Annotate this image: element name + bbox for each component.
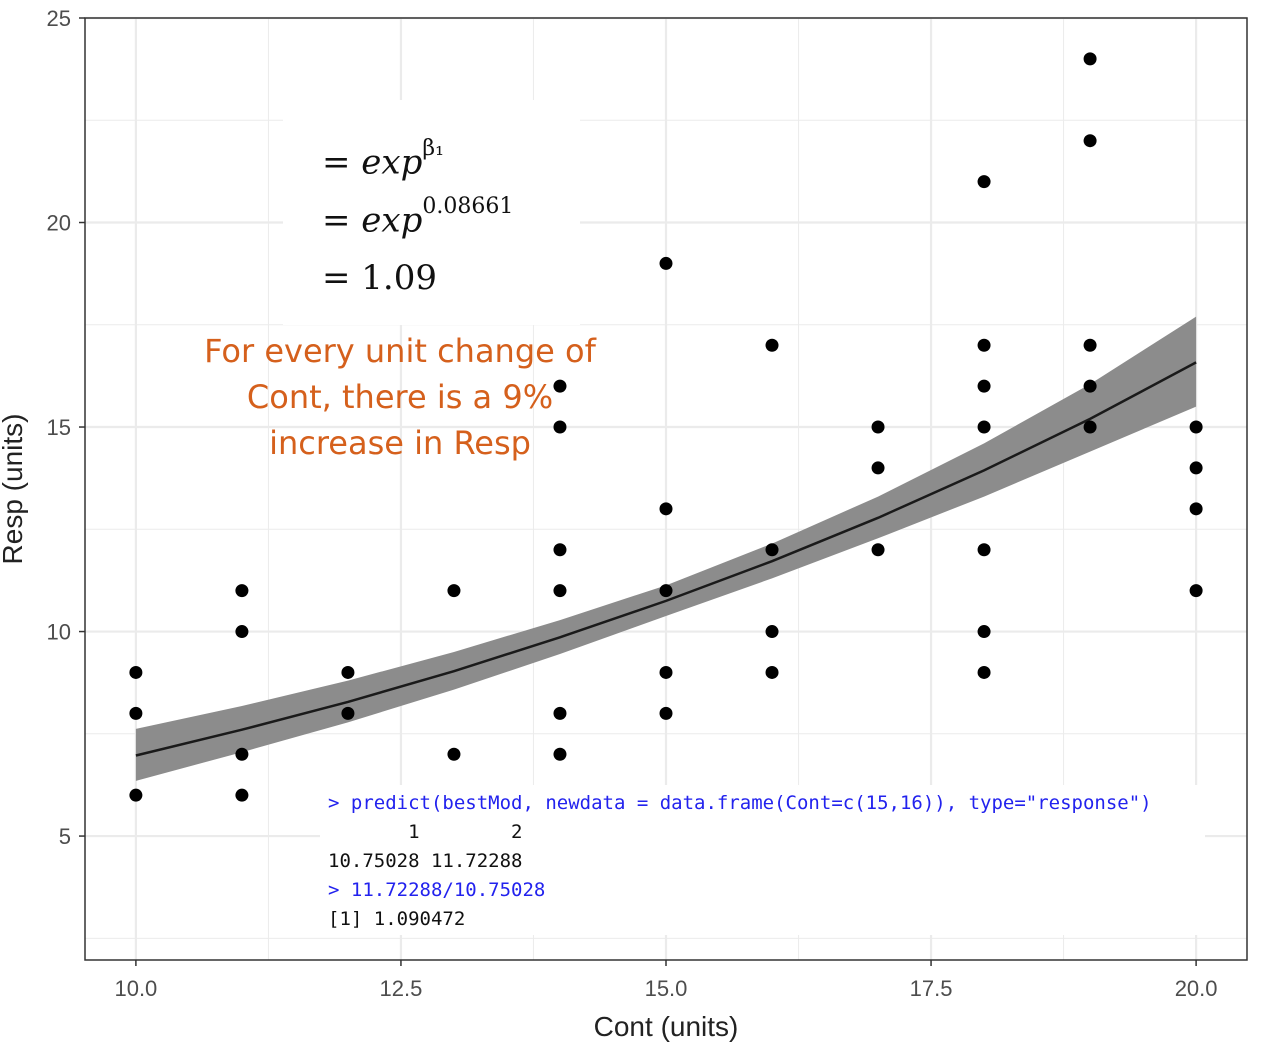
console-values: 10.75028 11.72288 — [328, 850, 523, 872]
data-point — [553, 543, 567, 557]
annotation-text: For every unit change of Cont, there is … — [170, 328, 630, 466]
annotation-line-2: Cont, there is a 9% — [246, 378, 554, 416]
data-point — [553, 584, 567, 598]
data-point — [235, 747, 249, 761]
data-point — [129, 788, 143, 802]
x-tick-label: 15.0 — [645, 976, 688, 1001]
equation-line-2: = exp0.08661 — [322, 194, 513, 241]
data-point — [129, 706, 143, 720]
fitted-curve — [135, 361, 1197, 757]
data-point — [553, 747, 567, 761]
data-point — [659, 665, 673, 679]
data-point — [765, 338, 779, 352]
annotation-line-1: For every unit change of — [204, 332, 596, 370]
x-axis-title: Cont (units) — [594, 1011, 739, 1042]
data-point — [765, 543, 779, 557]
data-point — [235, 788, 249, 802]
eq2-exponent: 0.08661 — [422, 194, 514, 219]
data-point — [235, 625, 249, 639]
y-ticks: 5 10 15 20 25 — [47, 6, 85, 849]
data-point — [977, 175, 991, 189]
data-point — [871, 420, 885, 434]
data-point — [553, 420, 567, 434]
console-result: [1] 1.090472 — [328, 908, 466, 930]
eq1-base: = exp — [322, 142, 423, 183]
data-point — [1083, 420, 1097, 434]
data-point — [659, 584, 673, 598]
data-point — [765, 665, 779, 679]
data-point — [129, 665, 143, 679]
confidence-band — [135, 316, 1197, 781]
equation-line-3: = 1.09 — [322, 258, 437, 298]
data-point — [447, 747, 461, 761]
data-point — [1189, 420, 1203, 434]
equation-background — [283, 100, 580, 325]
y-tick-label: 5 — [59, 824, 71, 849]
data-point — [1189, 502, 1203, 516]
equation-line-1: = expβ₁ — [322, 136, 444, 183]
y-tick-label: 25 — [47, 6, 71, 31]
eq2-base: = exp — [322, 200, 423, 241]
data-point — [977, 625, 991, 639]
annotation-line-3: increase in Resp — [269, 424, 531, 462]
fit-line-group — [135, 361, 1197, 757]
x-tick-label: 10.0 — [114, 976, 157, 1001]
y-tick-label: 20 — [47, 211, 71, 236]
console-command-1: > predict(bestMod, newdata = data.frame(… — [328, 792, 1152, 814]
data-point — [765, 625, 779, 639]
data-point — [977, 338, 991, 352]
data-point — [871, 543, 885, 557]
y-tick-label: 10 — [47, 620, 71, 645]
y-axis-title: Resp (units) — [0, 414, 28, 565]
y-tick-label: 15 — [47, 415, 71, 440]
eq1-exponent: β₁ — [422, 136, 444, 161]
console-command-2: > 11.72288/10.75028 — [328, 879, 546, 901]
data-point — [1083, 52, 1097, 66]
data-point — [659, 502, 673, 516]
data-point — [659, 256, 673, 270]
data-point — [1189, 584, 1203, 598]
console-header: 1 2 — [328, 821, 523, 843]
data-point — [341, 665, 355, 679]
x-tick-label: 12.5 — [380, 976, 423, 1001]
data-point — [1083, 338, 1097, 352]
data-point — [1189, 461, 1203, 475]
points-group — [129, 52, 1203, 802]
x-tick-label: 17.5 — [910, 976, 953, 1001]
data-point — [977, 379, 991, 393]
data-point — [553, 379, 567, 393]
data-point — [659, 706, 673, 720]
data-point — [977, 543, 991, 557]
data-point — [977, 665, 991, 679]
data-point — [235, 584, 249, 598]
data-point — [1083, 134, 1097, 148]
r-console-output: > predict(bestMod, newdata = data.frame(… — [320, 785, 1205, 935]
ci-band-group — [135, 316, 1197, 781]
data-point — [1083, 379, 1097, 393]
data-point — [553, 706, 567, 720]
data-point — [341, 706, 355, 720]
data-point — [977, 420, 991, 434]
data-point — [871, 461, 885, 475]
data-point — [447, 584, 461, 598]
x-tick-label: 20.0 — [1175, 976, 1218, 1001]
x-ticks: 10.0 12.5 15.0 17.5 20.0 — [114, 960, 1218, 1001]
